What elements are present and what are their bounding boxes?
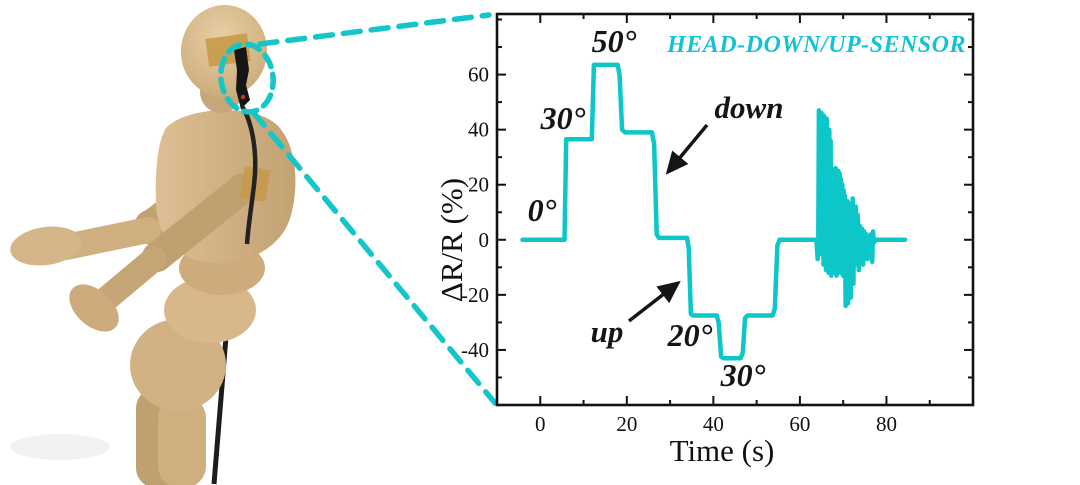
annotation-arrow-down (665, 123, 709, 175)
x-axis-title: Time (s) (670, 433, 775, 468)
y-tick-label: 40 (468, 118, 489, 142)
y-tick-label: -20 (461, 283, 489, 307)
x-tick-label: 60 (789, 412, 810, 436)
callout-line-bottom (250, 109, 498, 406)
y-tick-label: 20 (468, 173, 489, 197)
y-axis-title: ΔR/R (%) (434, 178, 469, 302)
annotation-label-up: up (591, 314, 624, 349)
annotation-label-deg50: 50° (592, 23, 637, 59)
mannequin-near-leg (158, 396, 206, 485)
y-tick-label: -40 (461, 338, 489, 362)
sensor-led (240, 94, 246, 100)
sensor-strip (234, 47, 250, 109)
x-tick-label: 80 (876, 412, 897, 436)
callout-line-top (257, 12, 492, 47)
sensor-trace (520, 62, 908, 361)
annotation-label-deg0: 0° (528, 192, 557, 228)
x-tick-label: 20 (616, 412, 637, 436)
axis-tick-labels: 0 20 40 60 80 -40 -20 0 20 40 60 (461, 63, 897, 436)
floor-shadow (10, 434, 110, 460)
sensor-callout (218, 12, 498, 406)
mannequin-near-forearm (91, 246, 167, 314)
x-tick-label: 40 (703, 412, 724, 436)
annotation-label-deg30-up: 30° (720, 357, 766, 393)
annotation-label-deg20-up: 20° (667, 317, 713, 353)
annotation-label-deg30-down: 30° (540, 100, 586, 136)
mannequin-photo (10, 5, 296, 485)
mannequin-far-hand (10, 226, 82, 266)
y-tick-label: 0 (479, 228, 490, 252)
y-tick-label: 60 (468, 63, 489, 87)
annotation-label-down: down (715, 90, 784, 125)
mannequin-near-hand (69, 284, 119, 332)
mannequin-near-upper-arm (142, 173, 258, 272)
chart-title: HEAD-DOWN/UP-SENSOR (666, 32, 966, 58)
plot-background (497, 14, 973, 405)
annotation-arrow-up (627, 280, 681, 323)
plot-frame (495, 12, 975, 407)
line-chart: 0 20 40 60 80 -40 -20 0 20 40 60 50° 30° 0° down up 20°… (434, 12, 975, 468)
sensor-wire (240, 104, 258, 245)
x-tick-label: 0 (535, 412, 546, 436)
